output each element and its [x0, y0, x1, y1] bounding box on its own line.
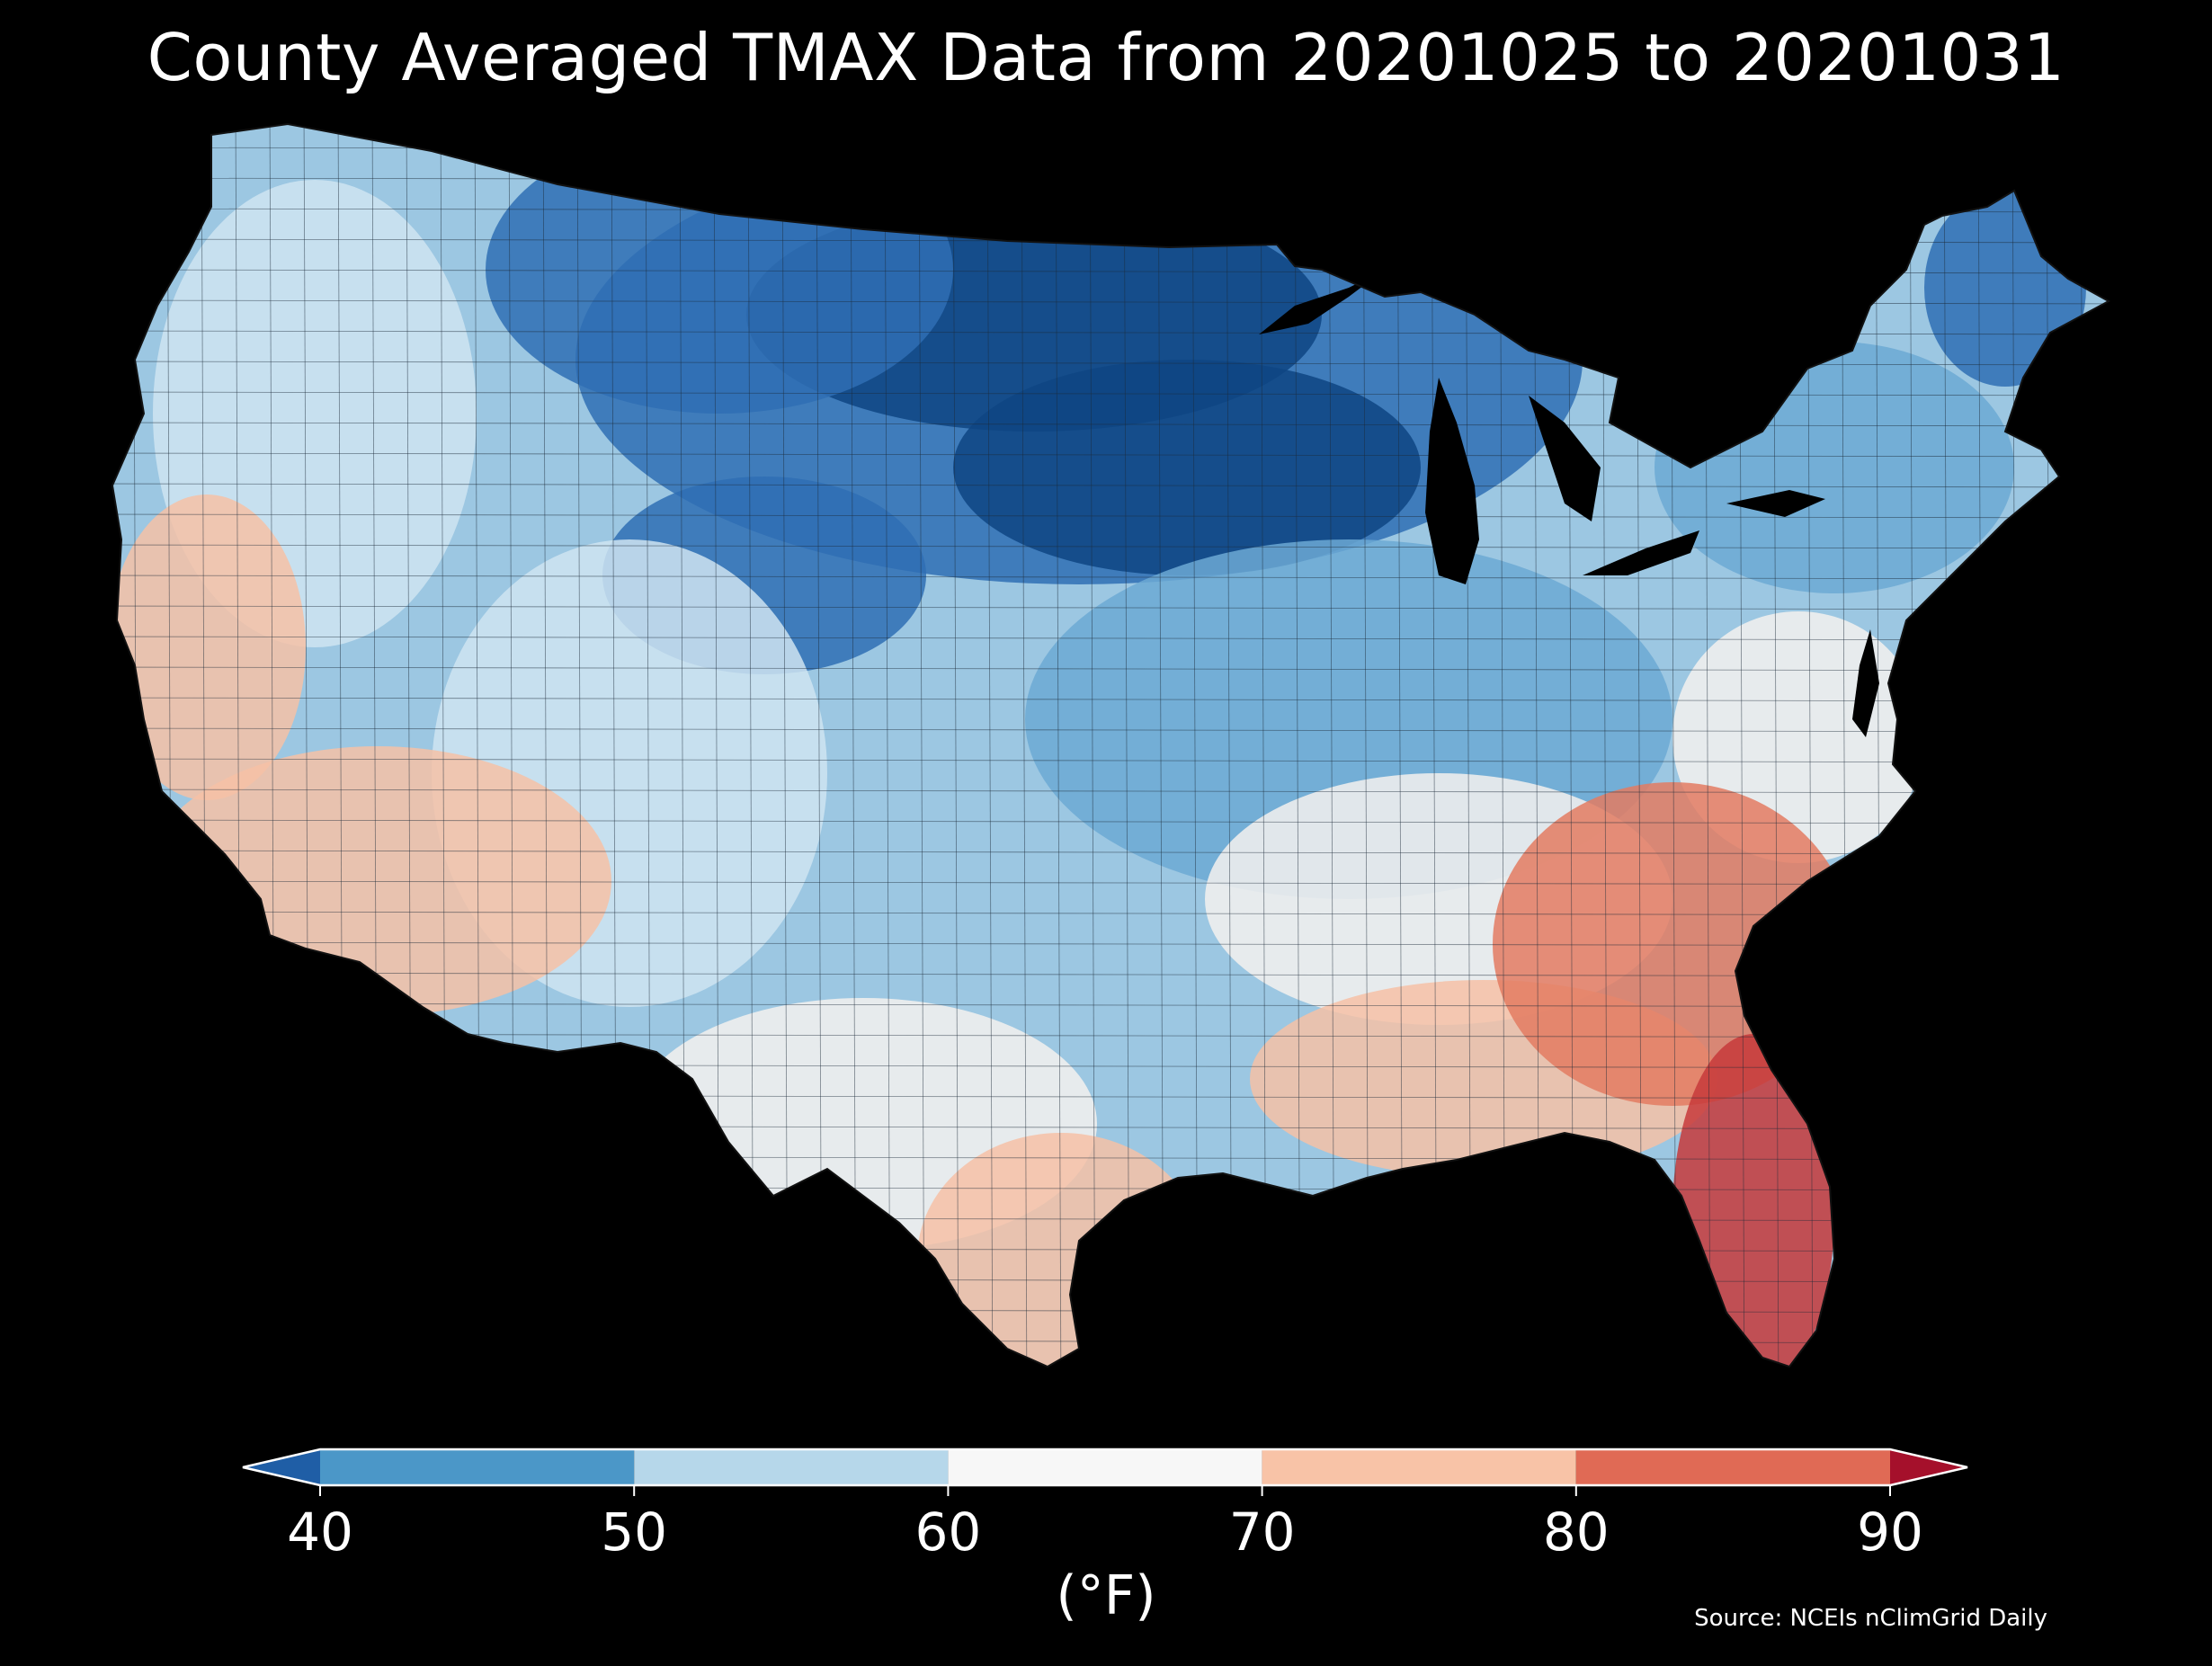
county-boundary-line — [884, 124, 891, 1367]
county-boundary-line — [112, 697, 2109, 702]
lake-huron — [1529, 396, 1601, 521]
county-boundary-line — [112, 422, 2109, 427]
county-boundary-line — [112, 666, 2109, 672]
county-boundary-line — [112, 575, 2109, 580]
colorbar-tick-label: 70 — [1229, 1501, 1296, 1563]
colorbar: 40 50 60 70 80 90 — [242, 1448, 1968, 1563]
county-boundary-line — [112, 605, 2109, 610]
temperature-region-13 — [112, 494, 306, 800]
county-boundary-line — [112, 513, 2109, 519]
colorbar-bin-2 — [948, 1449, 1262, 1485]
lake-superior — [1259, 270, 1385, 334]
county-boundary-line — [918, 124, 925, 1367]
county-boundary-line — [90, 1401, 2158, 1404]
temperature-region-17 — [1493, 782, 1852, 1106]
county-boundary-line — [1123, 124, 1130, 1367]
county-boundary-line — [1328, 124, 1335, 1367]
temperature-region-6 — [1655, 342, 2014, 593]
county-boundary-line — [90, 117, 2158, 120]
colorbar-unit-label: (°F) — [1056, 1564, 1156, 1627]
colorbar-tick-label: 90 — [1857, 1501, 1923, 1563]
us-county-choropleth — [90, 108, 2158, 1404]
county-boundary-line — [952, 124, 959, 1367]
county-boundary-line — [112, 636, 2109, 641]
county-boundary-line — [132, 124, 139, 1367]
map-title: County Averaged TMAX Data from 20201025 … — [147, 20, 2065, 95]
county-boundary-line — [112, 1308, 2109, 1314]
county-boundary-line — [112, 758, 2109, 763]
colorbar-over-arrow — [1890, 1449, 1967, 1485]
colorbar-under-arrow — [243, 1449, 320, 1485]
county-boundary-line — [1089, 124, 1096, 1367]
county-boundary-line — [986, 124, 994, 1367]
county-boundary-line — [1021, 124, 1028, 1367]
temperature-region-3 — [486, 126, 953, 414]
county-boundary-line — [112, 1278, 2109, 1283]
county-boundary-line — [112, 391, 2109, 396]
colorbar-bin-3 — [1262, 1449, 1576, 1485]
colorbar-tick-label: 50 — [601, 1501, 667, 1563]
county-boundary-line — [90, 1370, 2158, 1374]
county-boundary-line — [112, 727, 2109, 733]
county-boundary-line — [1055, 124, 1062, 1367]
temperature-region-5 — [1924, 189, 2086, 387]
source-note: Source: NCEIs nClimGrid Daily — [1694, 1605, 2047, 1632]
colorbar-bin-0 — [320, 1449, 635, 1485]
lake-michigan — [1425, 378, 1479, 584]
county-boundary-line — [112, 788, 2109, 794]
colorbar-bin-4 — [1575, 1449, 1890, 1485]
temperature-region-2 — [953, 360, 1421, 575]
great-lakes — [1259, 270, 1879, 737]
colorbar-tick-label: 60 — [914, 1501, 981, 1563]
county-boundary-line — [112, 819, 2109, 824]
colorbar-tick-label: 80 — [1543, 1501, 1610, 1563]
county-boundary-line — [112, 1339, 2109, 1344]
lake-erie — [1583, 530, 1699, 575]
county-boundary-line — [781, 124, 789, 1367]
colorbar-ticks: 40 50 60 70 80 90 — [287, 1485, 1923, 1563]
county-boundary-line — [99, 108, 104, 1403]
county-boundary-line — [2115, 108, 2120, 1403]
county-boundary-line — [112, 1216, 2109, 1222]
county-boundary-line — [112, 544, 2109, 549]
county-boundary-line — [112, 1247, 2109, 1252]
colorbar-bins — [320, 1449, 1890, 1485]
colorbar-bin-1 — [634, 1449, 949, 1485]
colorbar-tick-label: 40 — [287, 1501, 353, 1563]
county-boundary-line — [850, 124, 857, 1367]
county-boundary-line — [112, 483, 2109, 488]
chesapeake-bay — [1852, 629, 1879, 737]
county-boundary-line — [112, 850, 2109, 855]
us-outline — [111, 122, 2111, 1368]
lake-ontario — [1726, 490, 1825, 517]
county-boundary-line — [112, 452, 2109, 458]
county-boundary-line — [2149, 108, 2154, 1403]
